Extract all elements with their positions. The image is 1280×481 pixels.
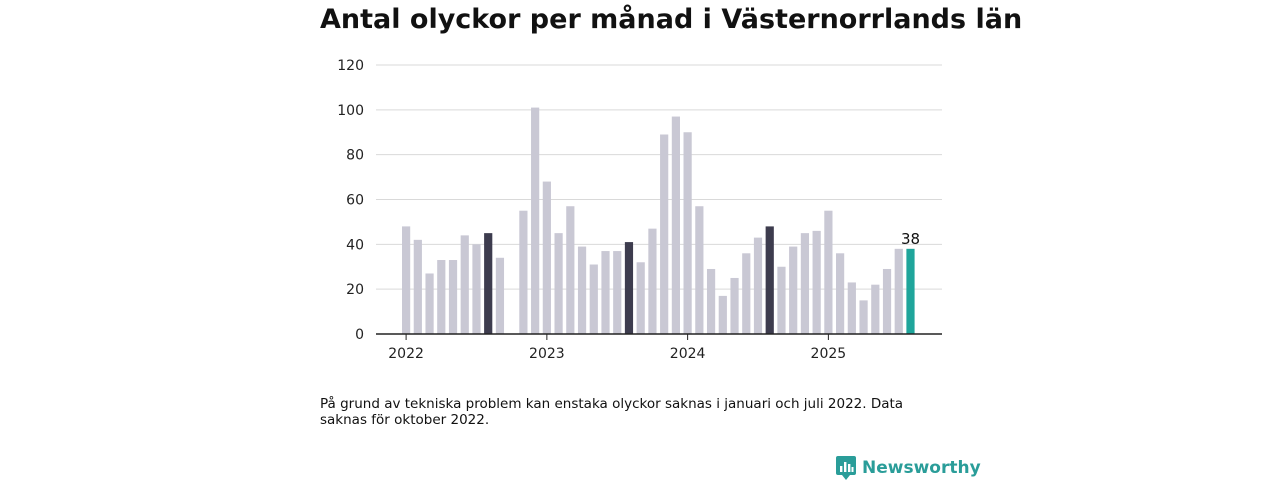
y-tick-label: 20	[346, 282, 364, 298]
bar	[660, 134, 669, 334]
bar	[413, 239, 422, 334]
bar	[695, 206, 704, 334]
bar	[460, 235, 469, 334]
bar	[812, 230, 821, 334]
bar	[859, 300, 868, 335]
bar	[800, 233, 810, 335]
data-label: 38	[901, 230, 920, 248]
chart-title: Antal olyckor per månad i Västernorrland…	[320, 4, 1023, 35]
bar	[624, 242, 634, 334]
x-tick-label: 2022	[388, 346, 424, 362]
bar	[472, 244, 481, 334]
y-tick-label: 0	[355, 327, 364, 343]
bar	[425, 273, 434, 334]
y-tick-label: 60	[346, 193, 364, 209]
bar	[683, 132, 692, 334]
bar	[448, 260, 458, 334]
bar	[789, 246, 798, 334]
bar	[718, 295, 727, 334]
bar	[519, 210, 528, 334]
bar	[437, 260, 446, 334]
bar	[402, 226, 411, 334]
bar	[554, 233, 563, 335]
bar	[777, 266, 786, 334]
y-tick-label: 100	[337, 103, 364, 119]
x-tick-label: 2024	[670, 346, 706, 362]
bar	[601, 251, 610, 334]
x-tick-label: 2025	[811, 346, 847, 362]
y-tick-label: 80	[346, 148, 364, 164]
bar	[847, 282, 856, 334]
x-tick-label: 2023	[529, 346, 565, 362]
bar	[577, 246, 587, 334]
brand-name: Newsworthy	[862, 458, 981, 478]
bar	[730, 277, 739, 334]
bar	[495, 257, 505, 334]
newsworthy-brand[interactable]: Newsworthy	[836, 455, 981, 481]
bar	[882, 268, 892, 334]
newsworthy-logo-icon	[836, 456, 856, 480]
bar	[906, 248, 915, 334]
y-tick-label: 40	[346, 237, 364, 253]
bar	[636, 262, 645, 334]
bar	[765, 226, 774, 334]
bar	[542, 181, 551, 334]
bar	[613, 251, 622, 334]
bar-chart: 0 20 40 60 80 100 120 2022 2023 2024 2025 38	[337, 58, 942, 362]
bar	[706, 268, 716, 334]
bar	[531, 107, 540, 334]
y-tick-label: 120	[337, 58, 364, 74]
bar	[589, 264, 598, 334]
chart-footnote: På grund av tekniska problem kan enstaka…	[320, 396, 904, 428]
bar	[894, 248, 903, 334]
bar	[566, 206, 575, 334]
bar	[648, 228, 657, 334]
bar	[753, 237, 763, 334]
bar	[836, 253, 845, 334]
bar	[742, 253, 751, 334]
bar	[484, 233, 493, 335]
bar	[871, 284, 880, 334]
bar	[671, 116, 680, 334]
bar	[824, 210, 833, 334]
